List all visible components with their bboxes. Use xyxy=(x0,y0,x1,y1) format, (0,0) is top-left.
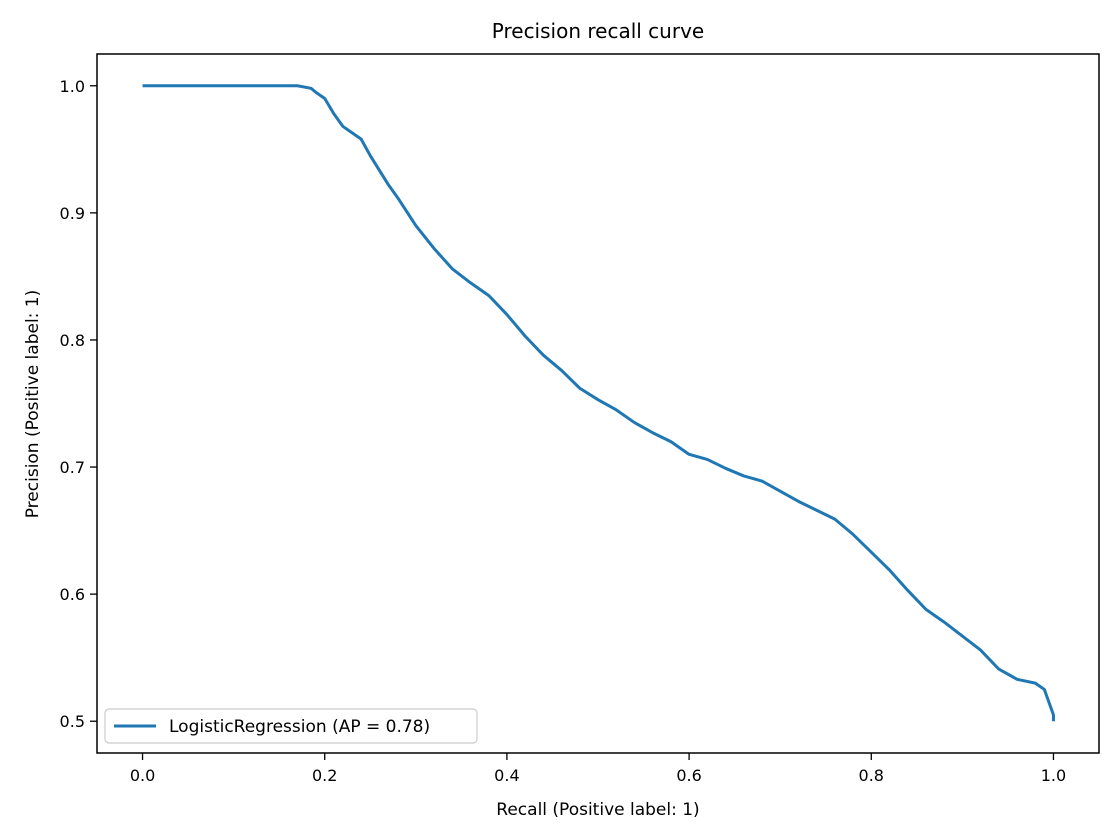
axes-frame xyxy=(96,53,1100,754)
legend-label: LogisticRegression (AP = 0.78) xyxy=(169,717,430,737)
y-axis: 0.5 0.6 0.7 0.8 0.9 1.0 xyxy=(60,77,97,731)
y-tick-label: 1.0 xyxy=(60,77,85,96)
chart-title: Precision recall curve xyxy=(492,19,704,43)
plot-background xyxy=(97,54,1099,753)
x-tick-label: 0.0 xyxy=(130,766,155,785)
plot-area xyxy=(96,53,1100,754)
x-tick-label: 0.4 xyxy=(494,766,519,785)
y-tick-label: 0.7 xyxy=(60,458,85,477)
legend-box xyxy=(104,708,478,744)
y-tick-label: 0.5 xyxy=(60,712,85,731)
x-tick-label: 0.8 xyxy=(859,766,884,785)
x-axis: 0.0 0.2 0.4 0.6 0.8 1.0 xyxy=(130,753,1066,785)
legend: LogisticRegression (AP = 0.78) xyxy=(104,708,478,744)
y-tick-label: 0.8 xyxy=(60,331,85,350)
y-axis-label: Precision (Positive label: 1) xyxy=(23,290,43,519)
x-tick-label: 0.2 xyxy=(312,766,337,785)
series-line xyxy=(142,84,1055,722)
x-tick-label: 1.0 xyxy=(1041,766,1066,785)
y-tick-label: 0.9 xyxy=(60,204,85,223)
x-axis-label: Recall (Positive label: 1) xyxy=(496,800,699,820)
y-tick-label: 0.6 xyxy=(60,585,85,604)
x-tick-label: 0.6 xyxy=(676,766,701,785)
